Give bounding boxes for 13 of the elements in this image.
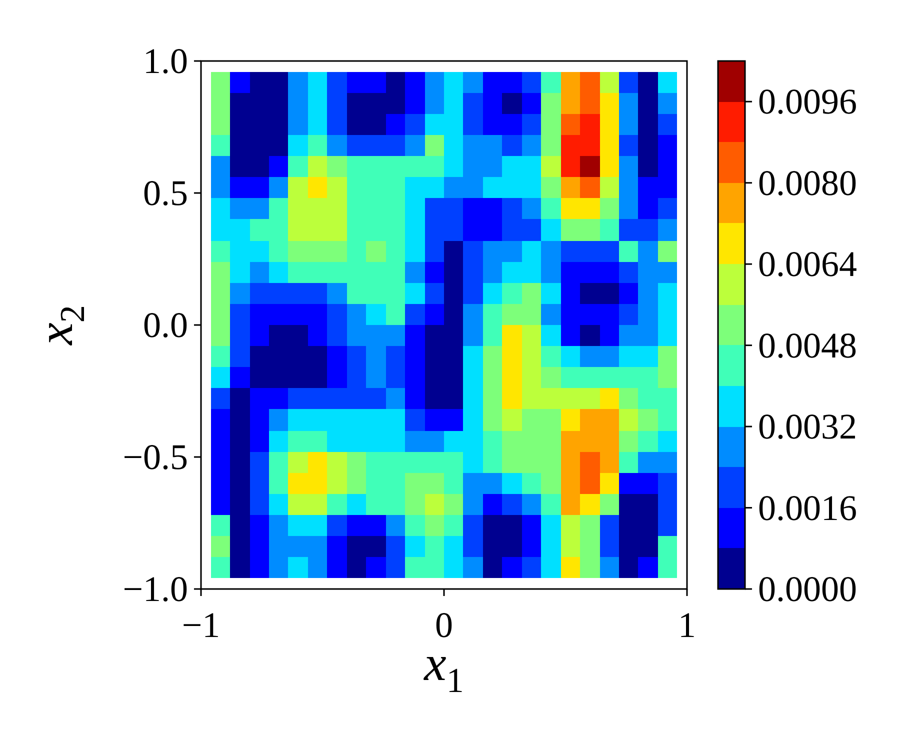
color-bar-label: 0.0064	[758, 244, 857, 284]
x-tick-label: 0	[435, 605, 453, 645]
x-tick-label: 1	[678, 605, 696, 645]
color-bar-label: 0.0000	[758, 569, 857, 609]
color-bar-label: 0.0048	[758, 325, 857, 366]
y-tick-label: 0.5	[143, 173, 188, 213]
color-bar-label: 0.0096	[758, 82, 857, 122]
color-bar-label: 0.0080	[758, 162, 857, 203]
y-tick-label: −0.5	[122, 437, 188, 477]
color-bar-label: 0.0016	[758, 488, 857, 528]
y-tick-label: 0.0	[143, 305, 188, 345]
color-bar-label: 0.0032	[758, 406, 857, 447]
y-tick-label: 1.0	[143, 41, 188, 81]
